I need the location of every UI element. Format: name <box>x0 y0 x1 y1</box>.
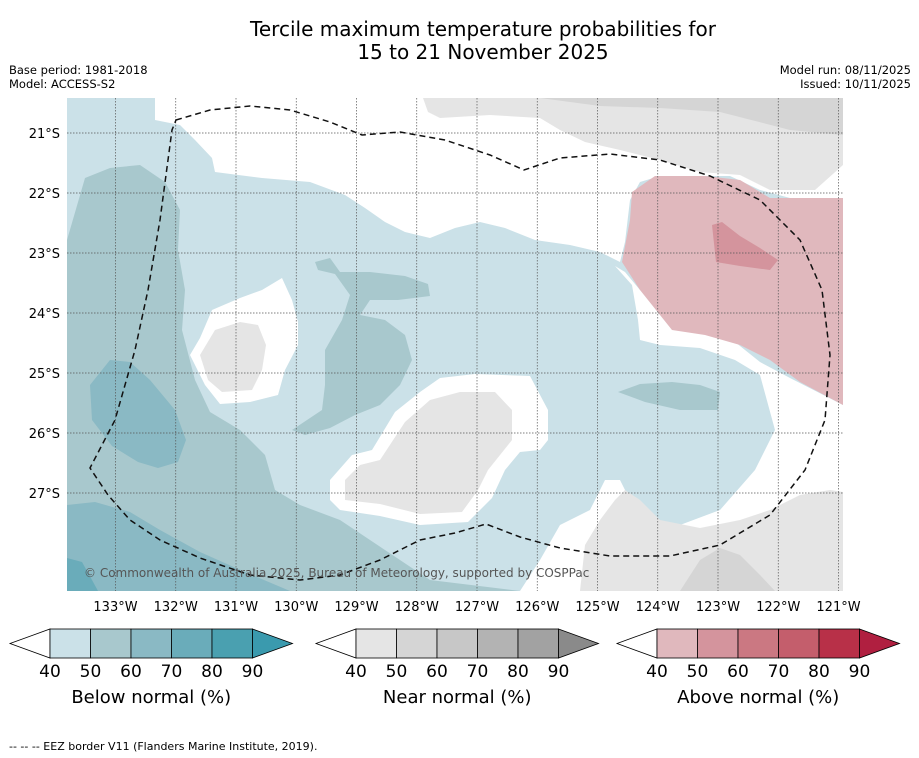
model-run: Model run: 08/11/2025 <box>779 63 911 77</box>
legend-tick-label: 40 <box>646 662 668 682</box>
longitude-label: 127°W <box>455 600 499 615</box>
legend-color-box <box>171 628 213 659</box>
legend-over-triangle <box>252 628 294 659</box>
longitude-label: 126°W <box>515 600 559 615</box>
neutral-white-region-east <box>520 266 843 591</box>
legend-color-box <box>477 628 519 659</box>
title-line-1: Tercile maximum temperature probabilitie… <box>250 17 716 41</box>
legend-colorbar: 40 50 60 70 80 90 Near normal (%) <box>314 628 600 708</box>
legend-tick-label: 70 <box>768 662 790 682</box>
longitude-label: 123°W <box>696 600 740 615</box>
legend-over-triangle <box>558 628 600 659</box>
legend-tick-label: 40 <box>39 662 61 682</box>
legends: 40 50 60 70 80 90 Below normal (%) 40 50 60 70 80 90… <box>8 628 901 708</box>
meta-left: Base period: 1981-2018 Model: ACCESS-S2 <box>9 63 148 91</box>
longitude-label: 124°W <box>636 600 680 615</box>
below-normal-60-center <box>292 258 430 435</box>
below-normal-70-west <box>90 360 186 468</box>
model-name: Model: ACCESS-S2 <box>9 77 116 91</box>
longitude-label: 122°W <box>756 600 800 615</box>
legend-color-box <box>130 628 172 659</box>
below-normal-80-southwest <box>67 558 98 591</box>
longitude-label: 129°W <box>334 600 378 615</box>
legend-under-triangle <box>8 628 51 659</box>
longitude-label: 131°W <box>214 600 258 615</box>
legend-color-box <box>355 628 397 659</box>
legend-tick-label: 60 <box>727 662 749 682</box>
legend-tick-label: 70 <box>161 662 183 682</box>
near-normal-west <box>200 322 266 392</box>
legend-title: Above normal (%) <box>677 687 839 708</box>
legend-color-box <box>49 628 91 659</box>
legend-color-box <box>818 628 860 659</box>
near-normal-southeast <box>580 490 843 591</box>
latitude-label: 27°S <box>29 487 60 502</box>
latitude-label: 23°S <box>29 247 60 262</box>
legend-under-triangle <box>314 628 357 659</box>
base-period: Base period: 1981-2018 <box>9 63 148 77</box>
legend-color-box <box>656 628 698 659</box>
legend-color-box <box>211 628 253 659</box>
above-normal-core <box>712 222 778 270</box>
legend-tick-label: 60 <box>120 662 142 682</box>
near-normal-north-band <box>423 98 843 190</box>
legend-tick-label: 80 <box>808 662 830 682</box>
legend-under-triangle <box>615 628 658 659</box>
below-normal-60-east-streak <box>618 382 720 410</box>
legend-tick-label: 80 <box>507 662 529 682</box>
legend-tick-label: 50 <box>386 662 408 682</box>
longitude-label: 130°W <box>274 600 318 615</box>
longitude-label: 125°W <box>575 600 619 615</box>
copyright-notice: © Commonwealth of Australia 2025, Bureau… <box>84 566 589 580</box>
near-normal-southeast-darker <box>680 548 775 591</box>
legend-color-box <box>517 628 559 659</box>
latitude-label: 25°S <box>29 367 60 382</box>
title-line-2: 15 to 21 November 2025 <box>357 40 609 64</box>
legend-colorbar: 40 50 60 70 80 90 Above normal (%) <box>615 628 901 708</box>
legend-color-box <box>697 628 739 659</box>
below-normal-70-south <box>67 502 290 591</box>
legend-tick-label: 60 <box>426 662 448 682</box>
legend-tick-label: 50 <box>80 662 102 682</box>
issued-date: Issued: 10/11/2025 <box>800 77 911 91</box>
longitude-label: 121°W <box>816 600 860 615</box>
legend-colorbar: 40 50 60 70 80 90 Below normal (%) <box>8 628 294 708</box>
latitude-label: 21°S <box>29 127 60 142</box>
legend-tick-label: 90 <box>548 662 570 682</box>
legend-color-box <box>778 628 820 659</box>
longitude-labels: 133°W 132°W 131°W 130°W 129°W 128°W 127°W 126°W… <box>93 600 860 615</box>
latitude-label: 26°S <box>29 427 60 442</box>
legend-tick-label: 40 <box>345 662 367 682</box>
legend-over-triangle <box>859 628 901 659</box>
eez-footnote: -- -- -- EEZ border V11 (Flanders Marine… <box>9 740 318 753</box>
legend-title: Near normal (%) <box>383 687 532 708</box>
legend-tick-label: 50 <box>687 662 709 682</box>
near-normal-center <box>345 392 512 514</box>
legend-tick-label: 90 <box>849 662 871 682</box>
legend-title: Below normal (%) <box>71 687 231 708</box>
meta-right: Model run: 08/11/2025 Issued: 10/11/2025 <box>780 63 911 91</box>
above-normal-region <box>622 176 843 405</box>
legend-color-box <box>737 628 779 659</box>
eez-border-line <box>89 105 831 581</box>
longitude-label: 128°W <box>395 600 439 615</box>
below-normal-60-west <box>67 165 520 591</box>
near-normal-north-darker <box>540 98 843 135</box>
legend-tick-label: 80 <box>201 662 223 682</box>
longitude-label: 132°W <box>154 600 198 615</box>
legend-color-box <box>396 628 438 659</box>
longitude-label: 133°W <box>93 600 137 615</box>
legend-tick-label: 90 <box>242 662 264 682</box>
latitude-labels: 21°S 22°S 23°S 24°S 25°S 26°S 27°S <box>29 127 60 502</box>
legend-color-box <box>90 628 132 659</box>
latitude-label: 24°S <box>29 307 60 322</box>
map-title: Tercile maximum temperature probabilitie… <box>0 18 919 64</box>
legend-tick-label: 70 <box>467 662 489 682</box>
latitude-label: 22°S <box>29 187 60 202</box>
map-plot-area <box>67 98 843 591</box>
legend-color-box <box>436 628 478 659</box>
